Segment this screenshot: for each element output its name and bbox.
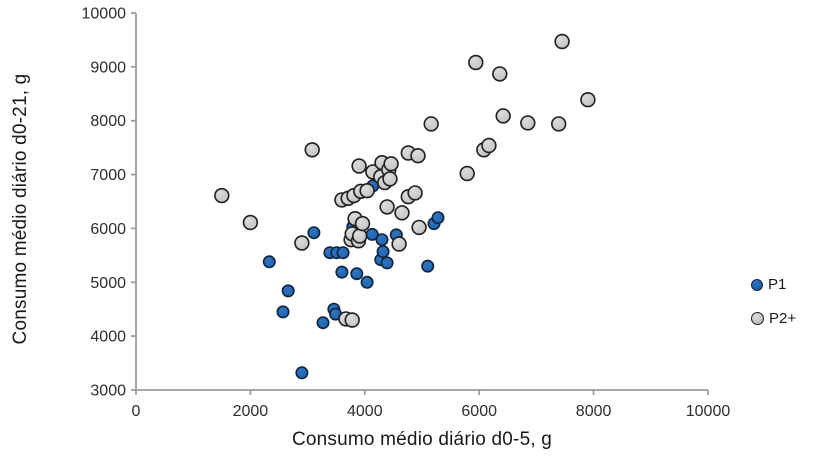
data-point-p2+ <box>550 116 567 132</box>
data-point-p1 <box>307 226 321 240</box>
data-point-p2+ <box>492 66 508 82</box>
y-tick-label: 7000 <box>90 167 126 184</box>
data-point-p2+ <box>423 116 439 132</box>
legend-label-p2: P2+ <box>769 310 797 327</box>
data-point-p2+ <box>344 312 360 328</box>
data-point-p2+ <box>411 219 427 236</box>
data-point-p2+ <box>391 236 407 252</box>
x-tick-label: 6000 <box>461 403 497 420</box>
data-point-p2+ <box>407 185 423 201</box>
x-axis-title: Consumo médio diário d0-5, g <box>291 429 553 450</box>
data-point-p1 <box>316 316 330 330</box>
data-point-p1 <box>281 284 295 298</box>
y-tick-label: 4000 <box>90 329 126 346</box>
x-tick-label: 2000 <box>233 403 269 420</box>
data-point-p2+ <box>520 115 536 131</box>
data-point-p1 <box>295 366 309 380</box>
y-axis-title: Consumo médio diário d0-21, g <box>10 73 31 345</box>
data-point-p1 <box>431 211 445 225</box>
data-point-p1 <box>421 259 435 273</box>
y-tick-label: 3000 <box>90 383 126 400</box>
y-tick-label: 6000 <box>90 221 126 238</box>
legend-item-p2: P2+ <box>751 310 796 327</box>
data-point-p2+ <box>352 228 368 244</box>
data-point-p2+ <box>468 54 484 71</box>
data-point-p2+ <box>580 91 596 108</box>
y-tick-label: 10000 <box>82 6 127 23</box>
data-point-p1 <box>376 245 390 259</box>
data-point-p2+ <box>481 137 497 154</box>
data-point-p2+ <box>354 215 371 232</box>
y-tick-label: 5000 <box>90 275 126 292</box>
data-point-p2+ <box>351 158 367 174</box>
data-point-p2+ <box>242 214 259 231</box>
data-point-p2+ <box>410 148 426 164</box>
data-point-p2+ <box>294 235 310 251</box>
x-tick-label: 4000 <box>347 403 383 420</box>
data-point-p2+ <box>383 156 399 172</box>
legend: P1 P2+ <box>751 276 796 327</box>
y-tick-label: 8000 <box>90 113 126 130</box>
data-point-p1 <box>335 265 349 279</box>
data-point-p1 <box>350 267 364 281</box>
data-point-p1 <box>380 256 394 270</box>
data-point-p1 <box>262 255 276 269</box>
data-point-p1 <box>336 246 350 260</box>
x-tick-label: 0 <box>132 403 141 420</box>
data-point-p1 <box>276 305 290 319</box>
data-point-p1 <box>360 275 374 289</box>
y-tick-label: 9000 <box>90 59 126 76</box>
data-point-p2+ <box>304 142 320 158</box>
data-point-p2+ <box>382 171 398 187</box>
x-tick-label: 10000 <box>686 403 731 420</box>
data-point-p2+ <box>214 187 230 204</box>
data-point-p2+ <box>459 165 475 182</box>
data-point-p1 <box>375 233 389 247</box>
data-point-p2+ <box>554 33 570 50</box>
p2-marker-icon <box>751 312 764 325</box>
p1-marker-icon <box>751 278 763 291</box>
legend-label-p1: P1 <box>768 276 787 293</box>
data-point-p2+ <box>495 108 511 124</box>
data-point-p2+ <box>379 199 395 215</box>
data-point-p2+ <box>394 205 410 221</box>
x-tick-label: 8000 <box>576 403 612 420</box>
data-point-p2+ <box>359 183 375 199</box>
legend-item-p1: P1 <box>751 276 796 293</box>
